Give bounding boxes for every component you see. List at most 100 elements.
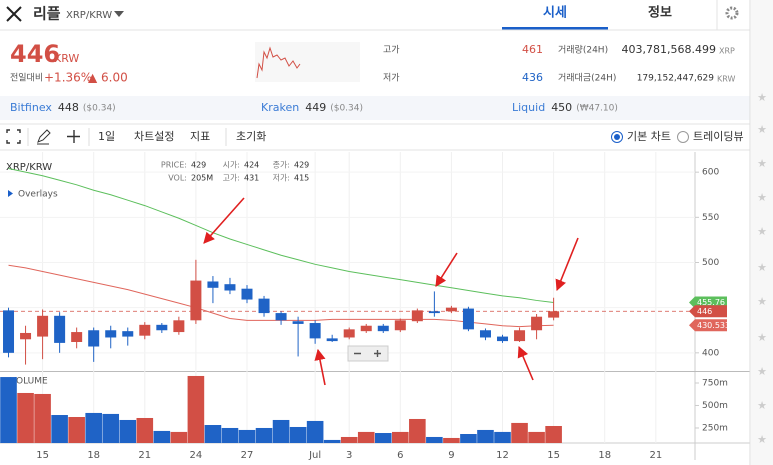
volume-bar — [426, 436, 443, 443]
radio[interactable] — [611, 131, 623, 143]
y-tick-label: 500m — [702, 401, 728, 411]
info-value: 431 — [244, 174, 259, 183]
y-tick-label: 600 — [702, 168, 719, 178]
candle-body — [54, 315, 66, 343]
x-tick-label: 18 — [87, 450, 100, 461]
radio[interactable] — [677, 131, 689, 143]
moving-average — [8, 168, 554, 303]
candle-body — [258, 298, 270, 314]
x-tick-label: Jul — [308, 450, 321, 461]
exchange-name[interactable]: Kraken — [261, 101, 299, 114]
dropdown[interactable] — [114, 11, 124, 17]
zoom-icons[interactable] — [354, 350, 381, 357]
star[interactable]: ★ — [757, 91, 767, 104]
x-tick-label: 6 — [397, 450, 403, 461]
candle-body — [462, 308, 474, 330]
tab[interactable]: 시세 — [543, 6, 567, 21]
volume-bar — [119, 419, 137, 443]
volume-bar — [102, 413, 120, 443]
candle-body — [292, 321, 304, 324]
toolbar-item[interactable]: 1일 — [98, 129, 115, 143]
candle-body — [479, 330, 491, 338]
y-tick-label: 750m — [702, 378, 728, 388]
star[interactable]: ★ — [757, 157, 767, 170]
exchange-bar — [0, 96, 750, 120]
radio-dot — [614, 134, 620, 140]
arrow — [555, 237, 579, 292]
stat-value: 403,781,568.499 — [622, 43, 716, 56]
volume-bar — [170, 431, 188, 443]
exchange-name[interactable]: Bitfinex — [10, 101, 52, 114]
volume-bar — [204, 425, 222, 443]
view-option[interactable]: 트레이딩뷰 — [693, 130, 744, 143]
volume-bar — [528, 431, 545, 443]
candle-body — [156, 324, 168, 331]
volume-bar — [153, 430, 171, 443]
candle-body — [173, 320, 185, 333]
price-tag — [689, 305, 727, 318]
volume-bar — [357, 431, 375, 443]
candle-body — [428, 311, 440, 314]
volume-bar — [272, 419, 290, 443]
exchange-name[interactable]: Liquid — [512, 101, 545, 114]
candle-body — [37, 315, 49, 337]
volume-bar — [289, 426, 307, 443]
volume-bar — [306, 420, 324, 443]
add-icon[interactable] — [67, 130, 80, 143]
chart: 1518212427Jul369121518214004505005506002… — [0, 152, 750, 461]
price-tag-label: 430.533 — [697, 321, 730, 330]
star[interactable]: ★ — [757, 365, 767, 378]
volume-bar — [17, 392, 34, 443]
volume-bar — [511, 422, 528, 443]
x-tick-label: 18 — [598, 450, 611, 461]
info-value: 415 — [294, 174, 309, 183]
settings-icon[interactable] — [725, 6, 739, 20]
tab[interactable]: 정보 — [648, 5, 672, 21]
volume-bar — [238, 429, 256, 443]
chart-title: XRP/KRW — [6, 162, 52, 173]
volume-label: VOLUME — [10, 377, 48, 387]
overlay-label[interactable]: Overlays — [18, 190, 58, 200]
candle-body — [514, 330, 526, 342]
volume-bar — [68, 416, 85, 443]
x-tick-label: 15 — [547, 450, 560, 461]
star[interactable]: ★ — [757, 331, 767, 344]
candle-body — [275, 313, 287, 321]
overlay-toggle[interactable] — [8, 190, 13, 197]
candle-body — [343, 329, 355, 338]
volume-bar — [221, 427, 239, 443]
candle-body — [445, 307, 457, 312]
candle-body — [377, 325, 389, 332]
candle-body — [411, 310, 423, 322]
zoom-controls — [347, 345, 389, 362]
star[interactable]: ★ — [757, 399, 767, 412]
x-tick-label: 12 — [496, 450, 509, 461]
candle-body — [326, 338, 338, 342]
star[interactable]: ★ — [757, 433, 767, 446]
pair[interactable]: XRP/KRW — [66, 10, 112, 21]
arrow — [314, 348, 326, 386]
y-tick-label: 400 — [702, 348, 719, 358]
stat-label: 저가 — [383, 73, 400, 84]
fullscreen-icon[interactable] — [6, 129, 21, 144]
draw-icon[interactable] — [37, 129, 51, 145]
info-label: VOL: — [168, 174, 187, 183]
star[interactable]: ★ — [757, 123, 767, 136]
toolbar-item[interactable]: 차트설정 — [134, 130, 174, 143]
exchange-quote: ($0.34) — [330, 104, 363, 114]
info-value: 429 — [191, 161, 206, 170]
view-option[interactable]: 기본 차트 — [627, 130, 671, 143]
exchange-quote: ($0.34) — [83, 104, 116, 114]
stat-label: 거래량(24H) — [558, 44, 608, 56]
y-tick-label: 550 — [702, 213, 719, 223]
star[interactable]: ★ — [757, 225, 767, 238]
volume-bar — [374, 433, 392, 443]
star[interactable]: ★ — [757, 191, 767, 204]
exchange-price: 449 — [305, 101, 326, 114]
volume-bar — [392, 431, 409, 443]
toolbar-item[interactable]: 초기화 — [236, 130, 266, 143]
star[interactable]: ★ — [757, 261, 767, 274]
candle-body — [88, 330, 100, 347]
star[interactable]: ★ — [757, 295, 767, 308]
toolbar-item[interactable]: 지표 — [190, 130, 210, 143]
